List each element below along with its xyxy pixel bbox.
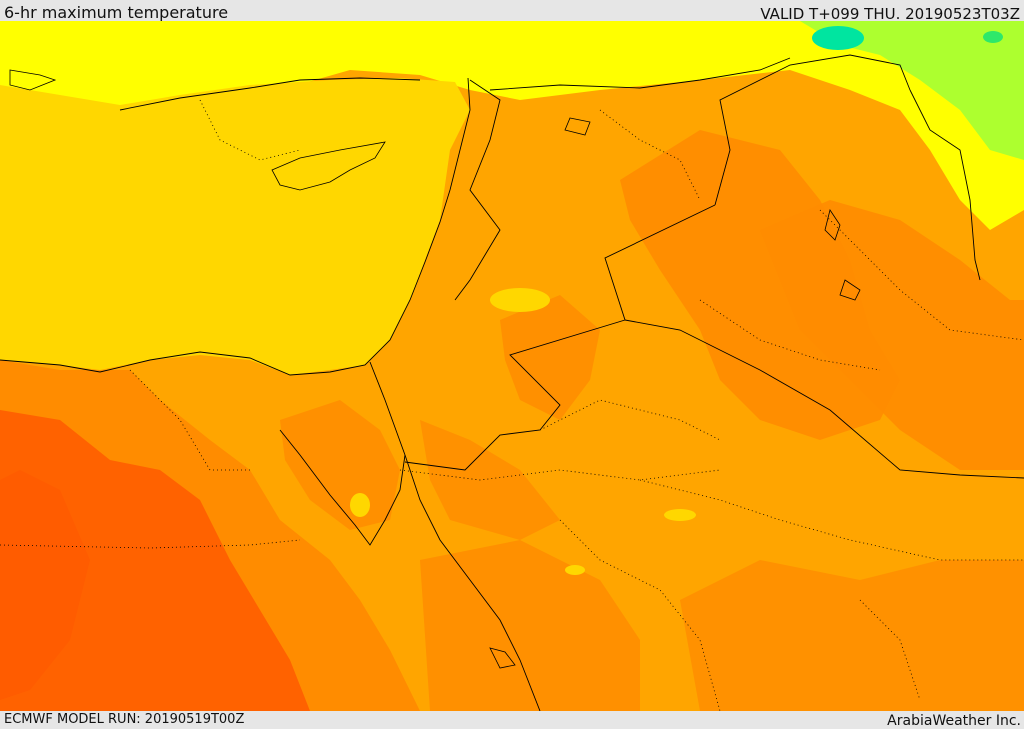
header-bar: 6-hr maximum temperature VALID T+099 THU… xyxy=(0,0,1024,23)
hot-region-east xyxy=(760,200,1024,470)
coolest-patch xyxy=(812,26,864,50)
credit-label: ArabiaWeather Inc. xyxy=(887,713,1021,729)
model-run-label: ECMWF MODEL RUN: 20190519T00Z xyxy=(4,712,245,727)
country-borders xyxy=(0,54,1024,711)
cool-region-north xyxy=(0,21,1024,230)
hot-region-central xyxy=(620,130,900,440)
province-borders xyxy=(0,99,1024,711)
hot-region-sinai xyxy=(280,400,400,530)
map-title: 6-hr maximum temperature xyxy=(4,3,229,22)
very-hot-core-egypt xyxy=(0,410,310,711)
hot-region-jordan xyxy=(500,295,600,420)
cyprus xyxy=(271,141,386,191)
green-region-ne xyxy=(800,21,1024,160)
valid-time: VALID T+099 THU. 20190523T03Z xyxy=(760,5,1020,23)
hot-region-saudi xyxy=(420,540,640,711)
temperature-map xyxy=(0,21,1024,711)
footer-bar: ECMWF MODEL RUN: 20190519T00Z ArabiaWeat… xyxy=(0,711,1024,729)
